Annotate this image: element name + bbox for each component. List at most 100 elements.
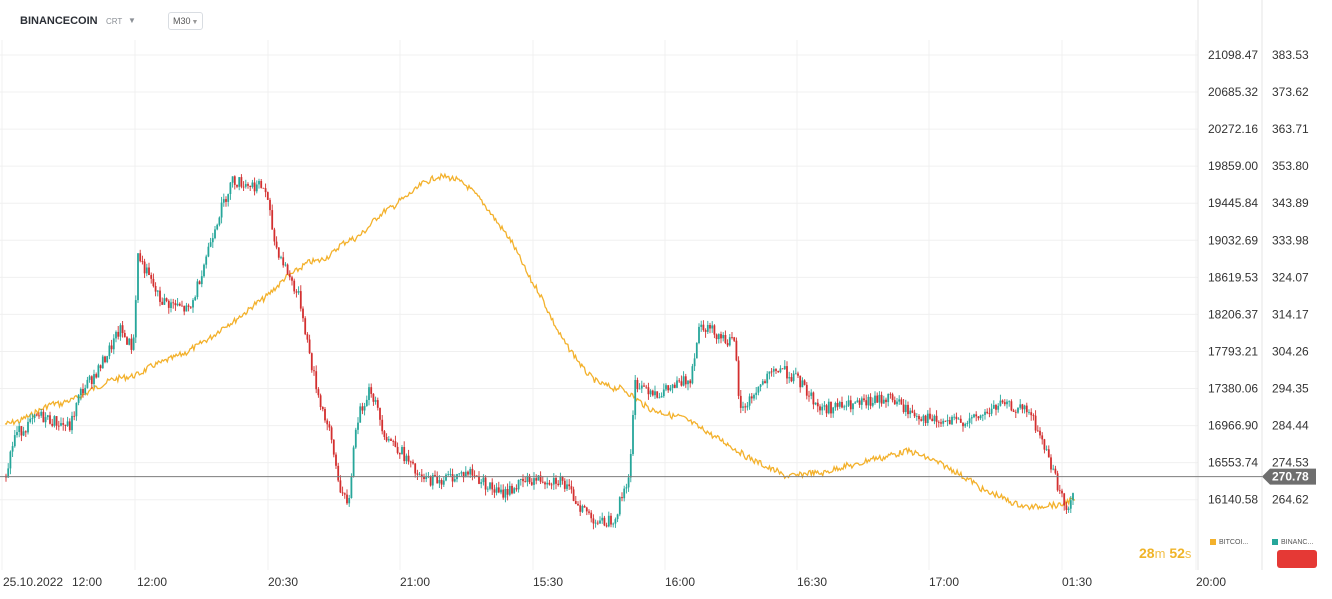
- candle-body: [368, 387, 370, 400]
- left-axis-tick-label: 16553.74: [1208, 456, 1258, 470]
- candle-body: [225, 199, 227, 202]
- candle-body: [814, 402, 817, 405]
- candle-body: [953, 416, 956, 418]
- symbol-title[interactable]: BINANCECOIN: [20, 15, 98, 27]
- candle-body: [335, 454, 337, 466]
- chart-type-selector[interactable]: CRT: [106, 17, 123, 26]
- candle-body: [231, 176, 234, 183]
- candle-body: [698, 326, 700, 343]
- candle-body: [497, 487, 500, 493]
- candle-body: [172, 302, 175, 304]
- candle-body: [247, 184, 249, 186]
- candle-body: [775, 369, 777, 371]
- candle-body: [460, 472, 463, 474]
- left-axis-tick-label: 16966.90: [1208, 419, 1258, 433]
- candle-body: [676, 380, 678, 388]
- candle-body: [148, 267, 150, 275]
- candle-body: [640, 385, 643, 389]
- candle-body: [128, 338, 131, 345]
- right-axis-tick-label: 264.62: [1272, 493, 1309, 507]
- candle-body: [18, 426, 21, 432]
- candle-body: [997, 405, 1000, 410]
- candle-body: [759, 384, 762, 387]
- candle-body: [964, 423, 967, 427]
- candle-body: [713, 325, 716, 335]
- candle-body: [1034, 415, 1037, 431]
- candle-body: [462, 472, 465, 478]
- candle-body: [500, 489, 502, 493]
- right-axis-tick-label: 343.89: [1272, 196, 1309, 210]
- candle-body: [152, 278, 155, 287]
- candle-body: [297, 291, 300, 293]
- candle-body: [216, 224, 219, 230]
- candle-body: [975, 414, 978, 417]
- candle-body: [981, 414, 984, 416]
- candle-body: [643, 385, 645, 387]
- left-axis-tick-label: 18619.53: [1208, 270, 1258, 284]
- candle-body: [502, 489, 505, 498]
- candle-body: [722, 335, 725, 339]
- candle-body: [227, 194, 230, 202]
- candle-body: [1052, 468, 1055, 470]
- remove-indicator-button[interactable]: [1277, 550, 1317, 568]
- candle-body: [860, 398, 863, 405]
- candle-body: [665, 385, 667, 390]
- candle-body: [286, 264, 289, 275]
- timeframe-selector[interactable]: M30▼: [168, 12, 204, 30]
- candle-body: [150, 275, 153, 279]
- candle-body: [508, 485, 511, 495]
- right-axis-tick-label: 294.35: [1272, 382, 1309, 396]
- candle-body: [849, 400, 852, 410]
- candle-body: [1030, 412, 1033, 416]
- candle-body: [599, 520, 601, 524]
- candle-body: [797, 373, 799, 376]
- candle-body: [1014, 411, 1017, 413]
- x-axis-tick-label: 20:00: [1196, 575, 1226, 589]
- candle-body: [977, 416, 980, 419]
- candle-body: [233, 176, 236, 185]
- candle-body: [629, 454, 632, 478]
- candle-body: [555, 478, 557, 484]
- candle-body: [986, 411, 989, 414]
- candle-body: [667, 385, 670, 391]
- candle-body: [181, 305, 183, 307]
- candle-body: [909, 410, 912, 415]
- candle-body: [984, 411, 986, 415]
- candle-body: [948, 420, 951, 425]
- candle-body: [951, 416, 953, 425]
- left-axis-tick-label: 18206.37: [1208, 307, 1258, 321]
- candle-body: [1028, 412, 1030, 413]
- candle-body: [97, 365, 100, 378]
- countdown-minutes: 28: [1139, 545, 1155, 561]
- candle-body: [251, 182, 254, 187]
- candle-body: [1019, 404, 1022, 408]
- candle-body: [944, 420, 947, 422]
- chevron-down-icon[interactable]: ▼: [128, 16, 136, 25]
- candle-body: [1054, 468, 1057, 474]
- legend-item-bitcoin[interactable]: BITCOI...: [1210, 539, 1248, 546]
- candle-body: [962, 422, 964, 427]
- candle-body: [82, 389, 84, 394]
- x-axis-tick-label: 21:00: [400, 575, 430, 589]
- candle-body: [442, 480, 445, 485]
- candle-body: [132, 337, 135, 350]
- right-axis-tick-label: 314.17: [1272, 307, 1309, 321]
- right-axis-tick-label: 373.62: [1272, 85, 1309, 99]
- candle-body: [319, 395, 322, 407]
- candle-body: [568, 484, 571, 487]
- candle-body: [51, 423, 54, 426]
- candle-body: [955, 416, 958, 420]
- candle-body: [40, 411, 43, 416]
- candle-body: [570, 486, 573, 490]
- right-axis-tick-label: 353.80: [1272, 159, 1309, 173]
- candle-body: [748, 396, 751, 406]
- candle-body: [805, 384, 808, 396]
- legend-item-binancecoin[interactable]: BINANC...: [1272, 539, 1313, 546]
- candle-body: [541, 481, 544, 483]
- candle-body: [530, 482, 533, 485]
- candle-body: [277, 247, 280, 258]
- x-axis-tick-label: 16:00: [665, 575, 695, 589]
- candle-body: [187, 305, 190, 307]
- candle-body: [574, 501, 577, 504]
